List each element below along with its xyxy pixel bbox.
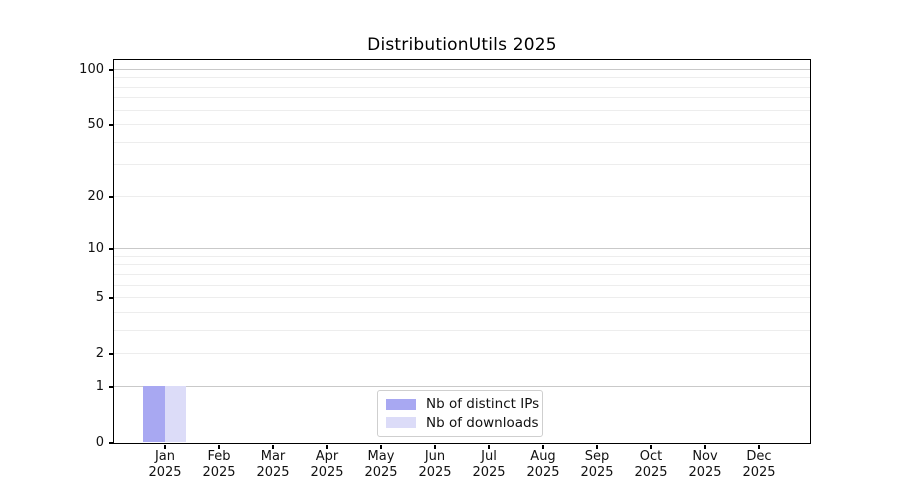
x-tick-year: 2025 — [526, 464, 560, 480]
x-tick-mark — [542, 444, 544, 449]
x-tick-month: Dec — [746, 449, 772, 464]
x-tick-label: Apr 2025 — [295, 449, 359, 480]
y-tick-label: 1 — [95, 378, 104, 394]
y-tick-label: 20 — [87, 188, 104, 204]
x-tick-month: May — [367, 449, 395, 464]
x-tick-year: 2025 — [472, 464, 506, 480]
chart-title: DistributionUtils 2025 — [367, 35, 557, 55]
y-tick-mark — [108, 124, 113, 126]
x-tick-label: Jan 2025 — [133, 449, 197, 480]
gridline — [113, 97, 810, 99]
legend-swatch-distinct-ips-icon — [386, 399, 416, 410]
gridline-major — [113, 69, 810, 70]
x-tick-month: Jun — [424, 449, 446, 464]
gridline-major — [113, 248, 810, 250]
legend-label-distinct-ips: Nb of distinct IPs — [426, 396, 540, 413]
y-tick-mark — [108, 297, 113, 299]
x-tick-year: 2025 — [742, 464, 776, 480]
legend-label-downloads: Nb of downloads — [426, 414, 539, 431]
gridline — [113, 86, 810, 88]
x-tick-label: Nov 2025 — [673, 449, 737, 480]
x-tick-year: 2025 — [688, 464, 722, 480]
x-tick-year: 2025 — [418, 464, 452, 480]
x-tick-label: Oct 2025 — [619, 449, 683, 480]
gridline — [113, 124, 810, 126]
x-tick-year: 2025 — [310, 464, 344, 480]
gridline — [113, 195, 810, 197]
x-tick-mark — [164, 444, 166, 449]
y-tick-mark — [108, 442, 113, 444]
legend-swatch-downloads-icon — [386, 417, 416, 428]
x-tick-month: Aug — [530, 449, 556, 464]
y-tick-label: 2 — [95, 346, 104, 362]
x-tick-mark — [488, 444, 490, 449]
plot-area — [112, 58, 811, 444]
x-tick-year: 2025 — [580, 464, 614, 480]
legend-item-downloads: Nb of downloads — [386, 415, 542, 431]
x-tick-mark — [704, 444, 706, 449]
legend: Nb of distinct IPs Nb of downloads — [377, 390, 543, 437]
gridline — [113, 264, 810, 266]
x-tick-month: Apr — [315, 449, 339, 464]
x-tick-year: 2025 — [256, 464, 290, 480]
x-tick-label: Dec 2025 — [727, 449, 791, 480]
gridline — [113, 77, 810, 79]
x-tick-mark — [434, 444, 436, 449]
y-tick-label: 100 — [79, 62, 104, 77]
y-tick-label: 50 — [87, 117, 104, 133]
x-tick-month: Oct — [639, 449, 663, 464]
gridline — [113, 329, 810, 331]
gridline — [113, 353, 810, 355]
x-tick-mark — [380, 444, 382, 449]
x-tick-year: 2025 — [364, 464, 398, 480]
x-tick-label: Jun 2025 — [403, 449, 467, 480]
x-tick-label: Mar 2025 — [241, 449, 305, 480]
gridline — [113, 311, 810, 313]
x-tick-month: Nov — [692, 449, 718, 464]
y-tick-label: 0 — [95, 435, 104, 450]
gridline — [113, 141, 810, 143]
gridline — [113, 284, 810, 286]
bar-downloads-jan — [164, 386, 186, 443]
gridline — [113, 255, 810, 257]
x-tick-month: Jan — [154, 449, 176, 464]
x-tick-month: Feb — [207, 449, 231, 464]
gridline — [113, 109, 810, 111]
x-tick-mark — [218, 444, 220, 449]
x-tick-year: 2025 — [634, 464, 668, 480]
y-tick-label: 5 — [95, 290, 104, 306]
gridline — [113, 164, 810, 166]
x-tick-mark — [650, 444, 652, 449]
y-tick-mark — [108, 353, 113, 355]
x-tick-year: 2025 — [148, 464, 182, 480]
x-tick-mark — [272, 444, 274, 449]
gridline-major — [113, 385, 810, 387]
y-tick-mark — [108, 386, 113, 388]
x-tick-month: Sep — [584, 449, 610, 464]
gridline — [113, 273, 810, 275]
y-tick-mark — [108, 69, 113, 71]
x-tick-label: Aug 2025 — [511, 449, 575, 480]
x-tick-mark — [326, 444, 328, 449]
x-tick-label: Sep 2025 — [565, 449, 629, 480]
bar-distinct-ips-jan — [143, 386, 165, 443]
x-tick-mark — [596, 444, 598, 449]
x-tick-label: Jul 2025 — [457, 449, 521, 480]
x-tick-month: Mar — [260, 449, 286, 464]
y-tick-label: 10 — [87, 241, 104, 257]
x-tick-mark — [758, 444, 760, 449]
x-tick-label: Feb 2025 — [187, 449, 251, 480]
legend-item-distinct-ips: Nb of distinct IPs — [386, 396, 542, 412]
y-tick-mark — [108, 196, 113, 198]
x-tick-month: Jul — [481, 449, 497, 464]
gridline — [113, 297, 810, 299]
y-tick-mark — [108, 248, 113, 250]
x-tick-year: 2025 — [202, 464, 236, 480]
x-tick-label: May 2025 — [349, 449, 413, 480]
